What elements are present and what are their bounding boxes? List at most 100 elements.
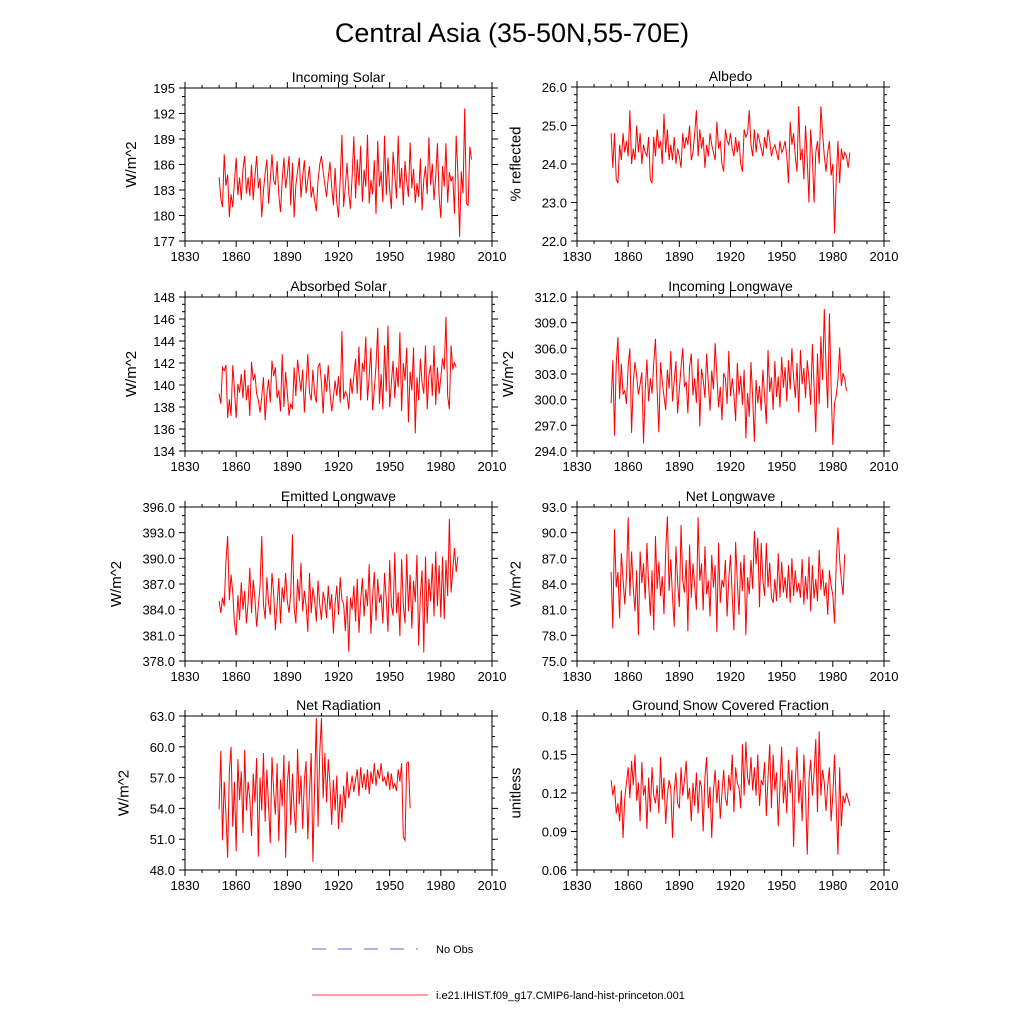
x-tick-label: 1860 xyxy=(614,459,643,474)
y-tick-label: 136 xyxy=(153,422,175,437)
plot-frame xyxy=(184,715,493,871)
x-tick-label: 1890 xyxy=(665,878,694,893)
series-line-0 xyxy=(218,316,457,434)
x-tick-label: 1950 xyxy=(767,878,796,893)
x-tick-label: 1920 xyxy=(716,249,745,264)
y-tick-label: 144 xyxy=(153,334,175,349)
x-tick-label: 2010 xyxy=(870,669,899,684)
y-tick-label: 75.0 xyxy=(542,654,567,669)
y-tick-label: 78.0 xyxy=(542,628,567,643)
x-tick-label: 2010 xyxy=(870,878,899,893)
x-tick-label: 1920 xyxy=(324,669,353,684)
series-line-0 xyxy=(218,518,459,653)
y-tick-label: 396.0 xyxy=(142,500,175,515)
y-tick-label: 140 xyxy=(153,378,175,393)
x-tick-label: 2010 xyxy=(870,249,899,264)
x-tick-label: 1860 xyxy=(222,669,251,684)
y-tick-label: 87.0 xyxy=(542,551,567,566)
x-tick-label: 1830 xyxy=(563,249,592,264)
y-axis-label: W/m^2 xyxy=(108,561,125,607)
y-axis-label: W/m^2 xyxy=(123,351,140,397)
y-tick-label: 23.0 xyxy=(542,196,567,211)
series-line-0 xyxy=(610,106,851,234)
panel-title: Emitted Longwave xyxy=(281,488,396,504)
series-line-0 xyxy=(610,731,851,855)
x-tick-label: 1830 xyxy=(171,249,200,264)
panel-title: Incoming Longwave xyxy=(668,278,793,294)
y-tick-label: 294.0 xyxy=(534,444,567,459)
panel-2: Absorbed Solar 1830 1860 1890 1920 1950 1980 20… xyxy=(123,278,506,474)
y-tick-label: 57.0 xyxy=(150,771,175,786)
x-tick-label: 1980 xyxy=(426,459,455,474)
y-tick-label: 180 xyxy=(153,209,175,224)
y-tick-label: 387.0 xyxy=(142,577,175,592)
x-tick-label: 1980 xyxy=(426,669,455,684)
y-tick-label: 142 xyxy=(153,356,175,371)
x-tick-label: 1830 xyxy=(563,878,592,893)
y-axis-label: unitless xyxy=(508,768,525,819)
y-tick-label: 303.0 xyxy=(534,367,567,382)
panel-4: Emitted Longwave 1830 1860 1890 1920 1950 1980… xyxy=(108,488,506,684)
x-tick-label: 2010 xyxy=(478,249,507,264)
y-tick-label: 306.0 xyxy=(534,341,567,356)
y-tick-label: 384.0 xyxy=(142,603,175,618)
y-tick-label: 22.0 xyxy=(542,234,567,249)
panel-5: Net Longwave 1830 1860 1890 1920 1950 1980 2010… xyxy=(508,488,899,684)
x-tick-label: 1920 xyxy=(716,669,745,684)
y-tick-label: 26.0 xyxy=(542,80,567,95)
legend-obs-label: No Obs xyxy=(436,944,474,956)
y-tick-label: 186 xyxy=(153,158,175,173)
y-tick-label: 381.0 xyxy=(142,628,175,643)
y-tick-label: 300.0 xyxy=(534,393,567,408)
x-tick-label: 1980 xyxy=(426,878,455,893)
x-tick-label: 1980 xyxy=(818,249,847,264)
panel-title: Net Longwave xyxy=(686,488,776,504)
panel-0: Incoming Solar 1830 1860 1890 1920 1950 1980 20… xyxy=(123,69,506,264)
series-line-0 xyxy=(610,308,847,446)
y-tick-label: 309.0 xyxy=(534,316,567,331)
y-tick-label: 146 xyxy=(153,312,175,327)
y-tick-label: 0.09 xyxy=(542,825,567,840)
x-tick-label: 1860 xyxy=(614,249,643,264)
x-tick-label: 1890 xyxy=(273,249,302,264)
x-tick-label: 1860 xyxy=(614,878,643,893)
y-tick-label: 148 xyxy=(153,290,175,305)
y-tick-label: 189 xyxy=(153,132,175,147)
x-tick-label: 1890 xyxy=(665,669,694,684)
x-tick-label: 1830 xyxy=(171,669,200,684)
y-tick-label: 63.0 xyxy=(150,709,175,724)
y-tick-label: 134 xyxy=(153,444,175,459)
x-tick-label: 1920 xyxy=(324,249,353,264)
y-tick-label: 48.0 xyxy=(150,863,175,878)
panel-title: Ground Snow Covered Fraction xyxy=(632,697,829,713)
panel-6: Net Radiation 1830 1860 1890 1920 1950 1980 201… xyxy=(116,697,507,893)
x-tick-label: 1830 xyxy=(563,669,592,684)
y-tick-label: 51.0 xyxy=(150,832,175,847)
legend: No Obs i.e21.IHIST.f09_g17.CMIP6-land-hi… xyxy=(312,944,685,1002)
x-tick-label: 1860 xyxy=(222,249,251,264)
y-tick-label: 25.0 xyxy=(542,119,567,134)
x-tick-label: 1950 xyxy=(767,459,796,474)
y-tick-label: 312.0 xyxy=(534,290,567,305)
y-tick-label: 0.12 xyxy=(542,786,567,801)
x-tick-label: 1950 xyxy=(767,669,796,684)
x-tick-label: 1890 xyxy=(273,878,302,893)
plot-frame xyxy=(576,86,885,242)
series-line-0 xyxy=(218,718,411,862)
y-tick-label: 90.0 xyxy=(542,526,567,541)
panel-title: Incoming Solar xyxy=(292,69,386,85)
y-tick-label: 93.0 xyxy=(542,500,567,515)
x-tick-label: 2010 xyxy=(478,669,507,684)
x-tick-label: 1830 xyxy=(563,459,592,474)
y-tick-label: 393.0 xyxy=(142,526,175,541)
y-axis-label: W/m^2 xyxy=(123,141,140,187)
y-tick-label: 390.0 xyxy=(142,551,175,566)
x-tick-label: 1920 xyxy=(716,878,745,893)
y-axis-label: W/m^2 xyxy=(508,561,525,607)
series-line-0 xyxy=(218,108,473,237)
y-tick-label: 84.0 xyxy=(542,577,567,592)
panel-3: Incoming Longwave 1830 1860 1890 1920 1950 198… xyxy=(500,278,898,474)
panel-1: Albedo 1830 1860 1890 1920 1950 1980 2010 22.0 23… xyxy=(508,68,899,264)
x-tick-label: 1860 xyxy=(614,669,643,684)
x-tick-label: 2010 xyxy=(870,459,899,474)
